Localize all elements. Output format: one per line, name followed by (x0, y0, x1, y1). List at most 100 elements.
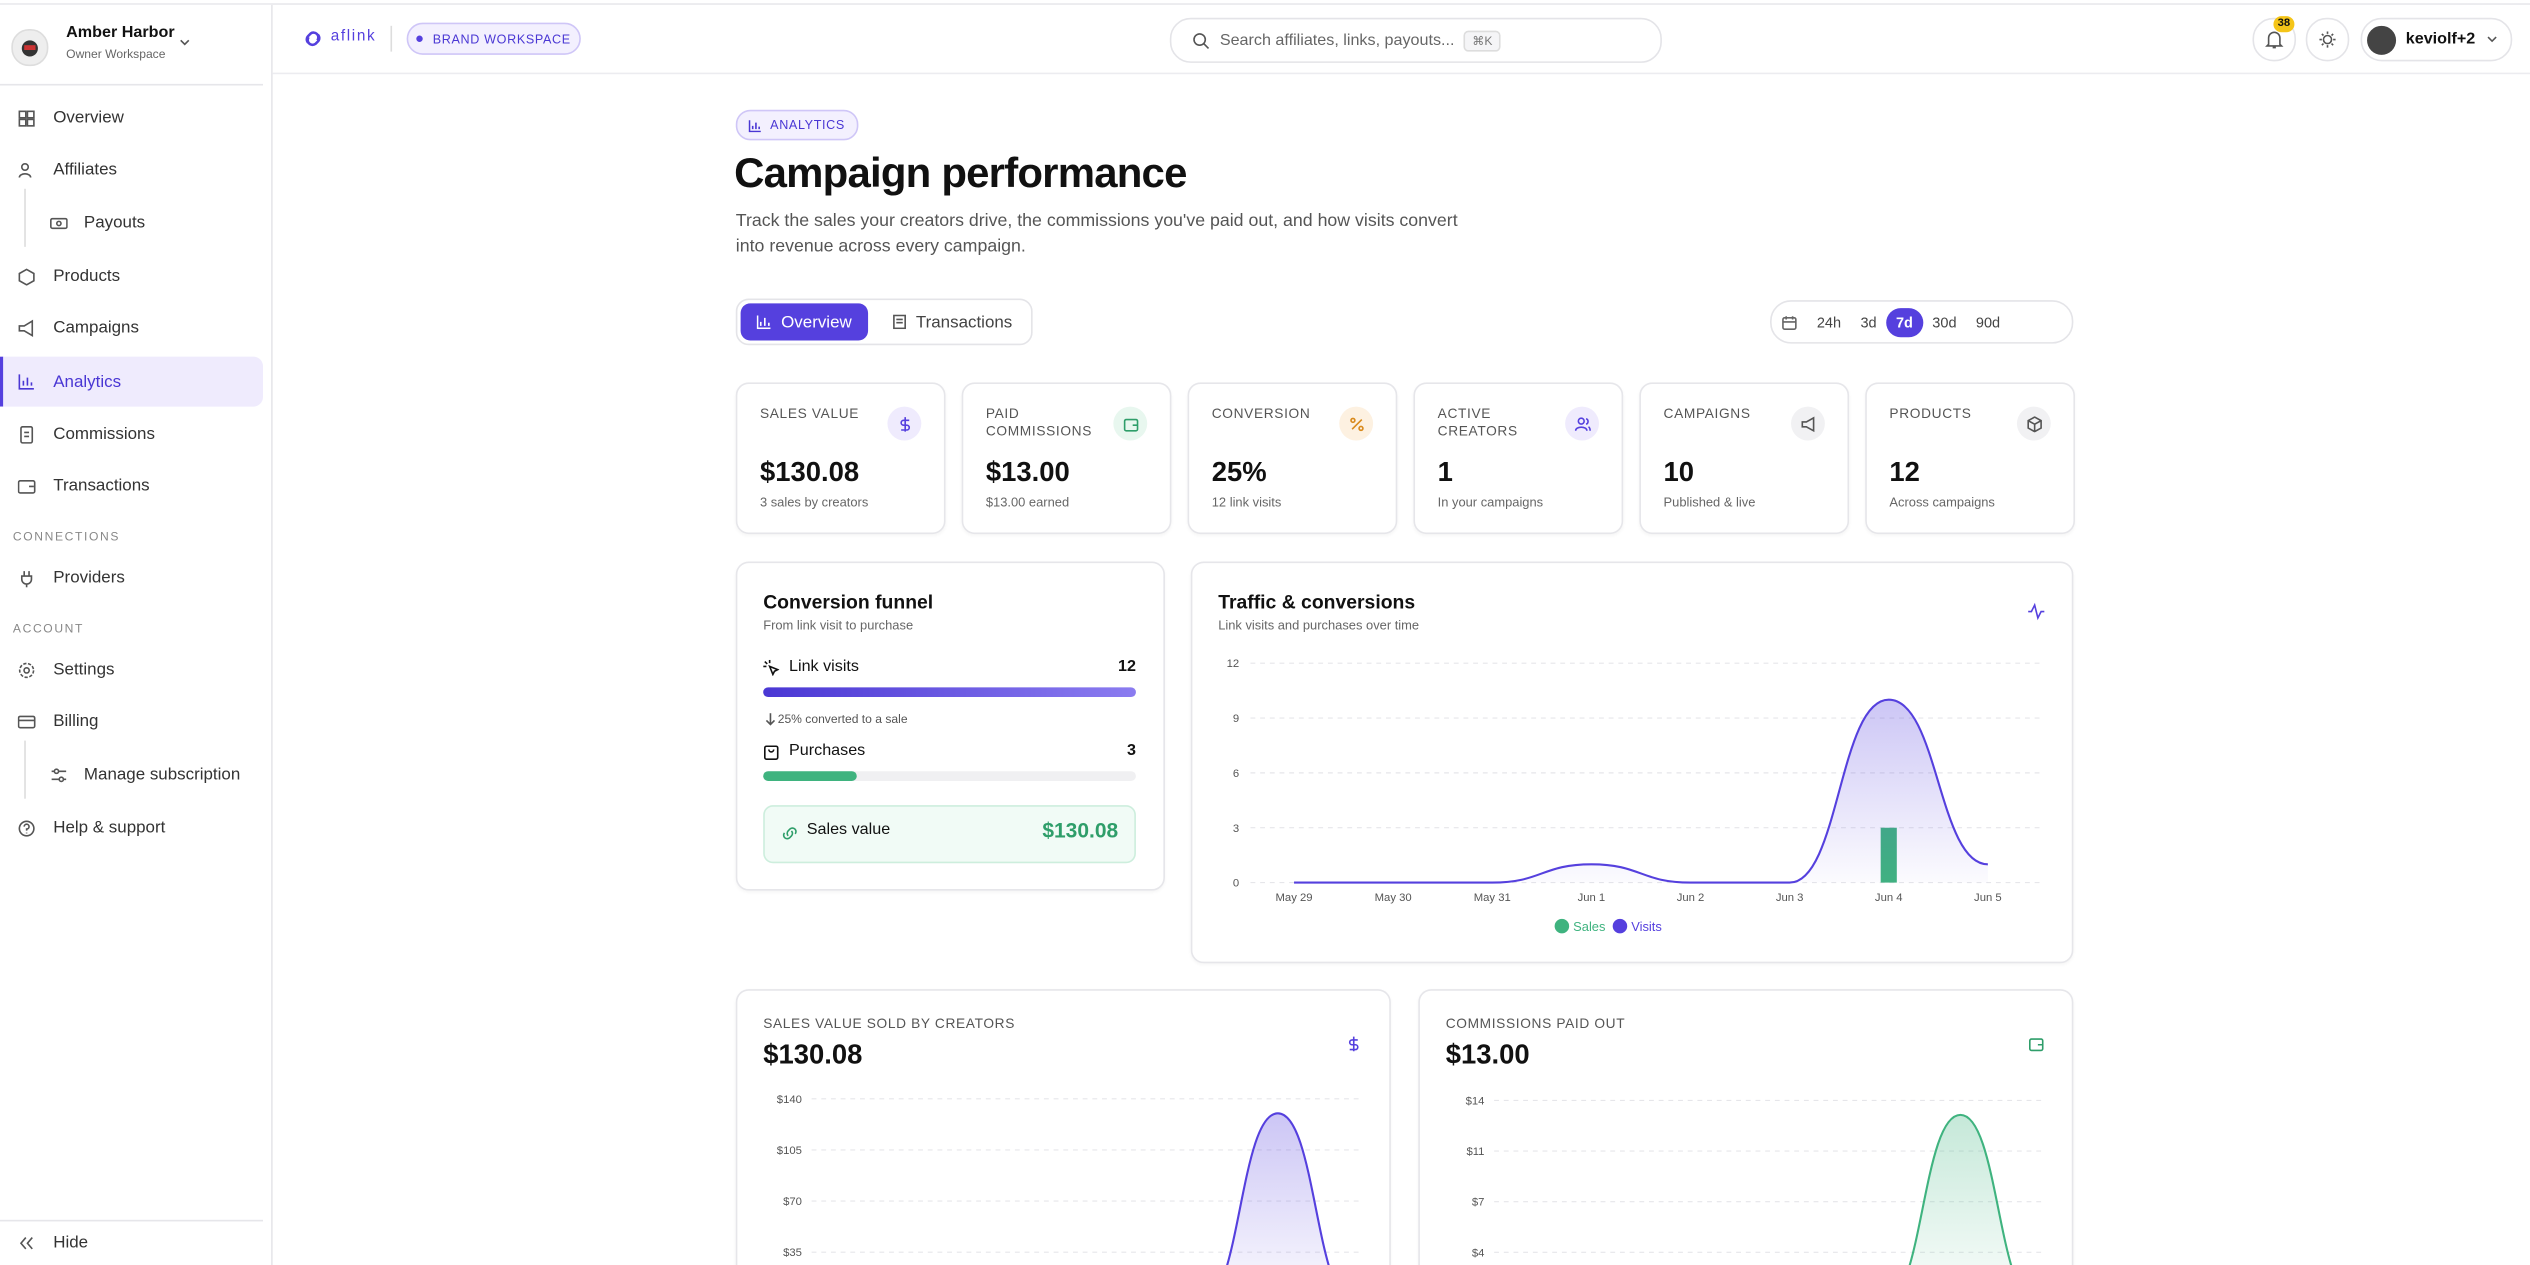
stat-note: In your campaigns (1437, 495, 1544, 510)
wallet-icon (2029, 1038, 2044, 1052)
hide-button[interactable]: Hide (0, 1223, 263, 1262)
nav-label: Products (53, 266, 121, 286)
range-option[interactable]: 90d (1975, 313, 2001, 330)
stat-value: $13.00 (985, 456, 1070, 488)
icon (899, 416, 910, 431)
nav-item[interactable]: Affiliates (0, 150, 263, 189)
pointer-icon (763, 659, 780, 677)
icon (50, 217, 68, 229)
badge-dot (416, 35, 424, 42)
workspace-role: Owner Workspace (66, 46, 166, 62)
chart-title: SALES VALUE SOLD BY CREATORS (763, 1014, 1016, 1032)
x-tick-label: Jun 3 (1776, 892, 1804, 904)
nav-item[interactable]: Commissions (0, 415, 263, 454)
sun-icon (2319, 31, 2336, 48)
chart-title: Traffic & conversions (1218, 590, 1416, 614)
nav-item[interactable]: Settings (0, 650, 263, 689)
page-title: Campaign performance (734, 148, 1187, 197)
funnel-bar (763, 771, 857, 781)
nav-item[interactable]: Transactions (0, 466, 263, 505)
stat-icon (887, 406, 922, 441)
tab-active[interactable]: Overview (740, 303, 869, 341)
divider (0, 1219, 264, 1222)
y-tick-label: $4 (1472, 1247, 1485, 1259)
dollar-icon (1348, 1036, 1359, 1052)
area (1227, 1113, 1329, 1265)
nav-label: Campaigns (53, 317, 139, 338)
legend-swatch (1554, 918, 1570, 934)
stat-card: CONVERSION 25% 12 link visits (1187, 382, 1398, 535)
icon (19, 1236, 33, 1249)
icon (18, 318, 34, 337)
area (1909, 1114, 2012, 1265)
x-tick-label: Jun 5 (1974, 892, 2002, 904)
funnel-label: Purchases (789, 742, 866, 760)
icon (17, 714, 36, 728)
chevron (2487, 36, 2497, 43)
tab-bar (735, 298, 1033, 346)
workspace-badge: BRAND WORKSPACE (406, 22, 581, 55)
activity-icon (2028, 602, 2045, 621)
range-option[interactable]: 3d (1860, 313, 1877, 330)
nav-item[interactable]: Help & support (0, 808, 263, 847)
card-title: Conversion funnel (763, 590, 934, 614)
stat-note: 3 sales by creators (759, 495, 869, 510)
header-border (272, 72, 2530, 75)
nav-label: Payouts (83, 212, 146, 233)
range-option-active[interactable]: 7d (1886, 307, 1923, 337)
stat-icon (1565, 406, 1599, 441)
stat-value: 25% (1211, 456, 1267, 488)
section-heading: CONNECTIONS (12, 529, 121, 544)
icon (18, 374, 34, 390)
icon (1573, 416, 1591, 431)
nav-item[interactable]: Providers (0, 558, 263, 597)
workspace-chevron[interactable] (177, 35, 192, 50)
stat-card: ACTIVE CREATORS 1 In your campaigns (1413, 382, 1624, 535)
nav-item[interactable]: Campaigns (0, 308, 263, 347)
nav-item[interactable]: Payouts (0, 203, 263, 242)
user-menu[interactable]: keviolf+2 (2360, 17, 2513, 62)
stat-value: $130.08 (759, 456, 860, 488)
sales-value-label: Sales value (806, 821, 891, 840)
nav-item[interactable]: Manage subscription (0, 755, 263, 794)
funnel-label: Link visits (789, 658, 859, 677)
sales-value: $130.08 (1042, 818, 1119, 843)
logo-text[interactable]: aflink (330, 27, 377, 46)
range-option[interactable]: 24h (1816, 313, 1842, 330)
y-tick-label: $14 (1466, 1095, 1485, 1107)
nav-label: Settings (53, 659, 115, 680)
y-tick-label: $7 (1472, 1197, 1485, 1209)
sales-value-box (763, 805, 1136, 864)
chart-title: COMMISSIONS PAID OUT (1445, 1014, 1626, 1032)
nav-item[interactable]: Overview (0, 98, 263, 137)
nav-item[interactable]: Products (0, 257, 263, 296)
y-tick-label: $105 (777, 1145, 802, 1157)
y-tick-label: $35 (783, 1247, 802, 1259)
search-placeholder: Search affiliates, links, payouts... (1219, 31, 1455, 50)
icon (892, 314, 906, 330)
stat-label: PAID COMMISSIONS (985, 404, 1093, 439)
nav-label: Analytics (53, 371, 122, 392)
funnel-count: 12 (1117, 658, 1136, 677)
chart-subtitle: Link visits and purchases over time (1218, 617, 1420, 633)
nav-item-active[interactable]: Analytics (0, 356, 264, 407)
theme-button[interactable] (2305, 17, 2350, 62)
icon (1123, 417, 1138, 431)
tab[interactable]: Transactions (881, 303, 1023, 340)
logo-mark[interactable] (302, 27, 325, 50)
range-option[interactable]: 30d (1932, 313, 1957, 330)
icon (18, 267, 35, 285)
icon (749, 119, 762, 132)
stat-label: SALES VALUE (759, 404, 860, 422)
calendar-icon (1782, 315, 1797, 330)
x-tick-label: May 30 (1375, 892, 1412, 904)
x-tick-label: May 29 (1276, 892, 1313, 904)
search-icon (1193, 32, 1210, 49)
stat-icon (1339, 406, 1374, 441)
tree-line (24, 188, 26, 247)
nav-item[interactable]: Billing (0, 702, 263, 741)
search-box[interactable]: Search affiliates, links, payouts... ⌘K (1169, 17, 1662, 63)
divider (390, 25, 393, 52)
